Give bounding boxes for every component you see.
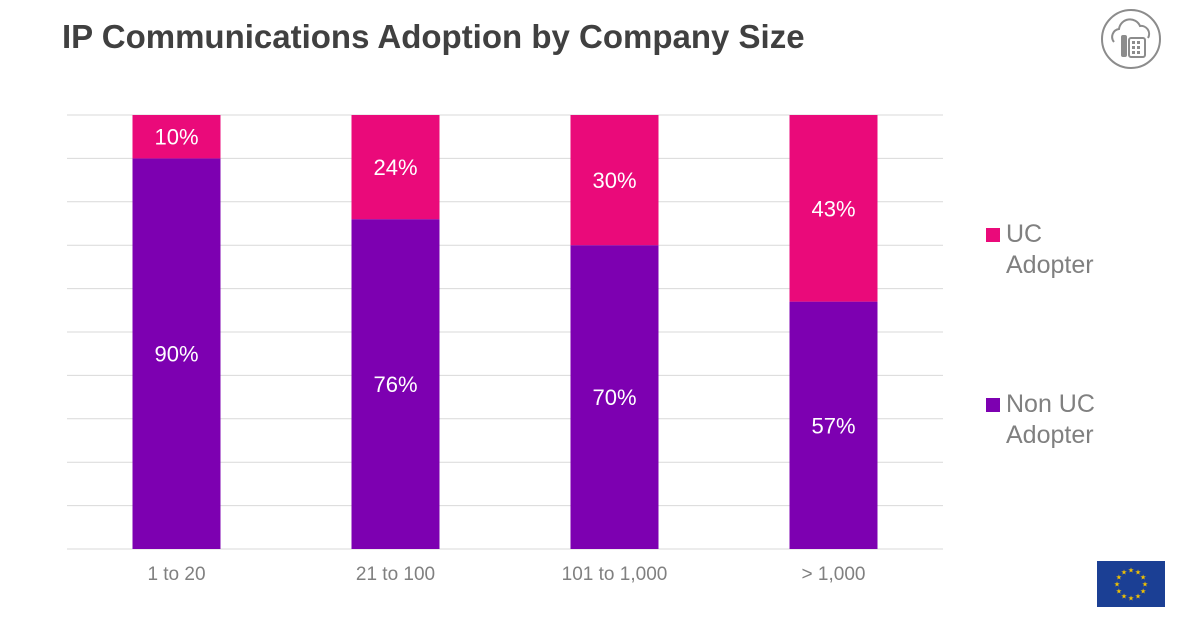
- data-label: 70%: [592, 385, 636, 410]
- bar-non-uc-adopter: [570, 245, 659, 549]
- svg-text:★: ★: [1135, 568, 1141, 576]
- x-tick-label: > 1,000: [802, 564, 866, 585]
- bar-uc-adopter: [570, 115, 659, 246]
- svg-text:★: ★: [1116, 588, 1122, 596]
- legend-swatch-non-uc: [986, 398, 1000, 412]
- legend-label-non-uc: Non UC Adopter: [1006, 390, 1095, 449]
- bar-uc-adopter: [351, 115, 440, 220]
- svg-text:★: ★: [1135, 593, 1141, 601]
- bar-non-uc-adopter: [789, 301, 878, 549]
- legend-label-uc: UC Adopter: [1006, 220, 1094, 279]
- data-label: 30%: [592, 168, 636, 193]
- x-tick-label: 1 to 20: [147, 564, 205, 585]
- svg-text:★: ★: [1114, 581, 1120, 589]
- data-label: 43%: [811, 196, 855, 221]
- x-tick-label: 101 to 1,000: [562, 564, 668, 585]
- bar-non-uc-adopter: [132, 158, 221, 549]
- bar-uc-adopter: [789, 115, 878, 302]
- legend-swatch-uc: [986, 228, 1000, 242]
- svg-text:★: ★: [1128, 595, 1134, 603]
- bar-non-uc-adopter: [351, 219, 440, 549]
- data-label: 90%: [154, 342, 198, 367]
- chart-title: IP Communications Adoption by Company Si…: [62, 18, 805, 55]
- cloud-telephone-icon: [1101, 9, 1161, 69]
- data-label: 24%: [373, 155, 417, 180]
- bar-uc-adopter: [132, 115, 221, 159]
- svg-text:★: ★: [1140, 588, 1146, 596]
- svg-text:★: ★: [1121, 593, 1127, 601]
- stacked-bar-chart: 90% 10% 1 to 20 76% 24% 21 to 100 70% 30% 101 to…: [67, 114, 943, 585]
- data-label: 57%: [811, 413, 855, 438]
- svg-text:★: ★: [1128, 567, 1134, 575]
- eu-flag-icon: ★★★★★★★★★ ★ ★★: [1097, 561, 1165, 607]
- svg-text:★: ★: [1140, 574, 1146, 582]
- svg-text:★: ★: [1142, 581, 1148, 589]
- svg-text:★: ★: [1121, 568, 1127, 576]
- data-label: 76%: [373, 372, 417, 397]
- svg-text:★: ★: [1116, 574, 1122, 582]
- x-tick-label: 21 to 100: [356, 564, 435, 585]
- data-label: 10%: [154, 125, 198, 150]
